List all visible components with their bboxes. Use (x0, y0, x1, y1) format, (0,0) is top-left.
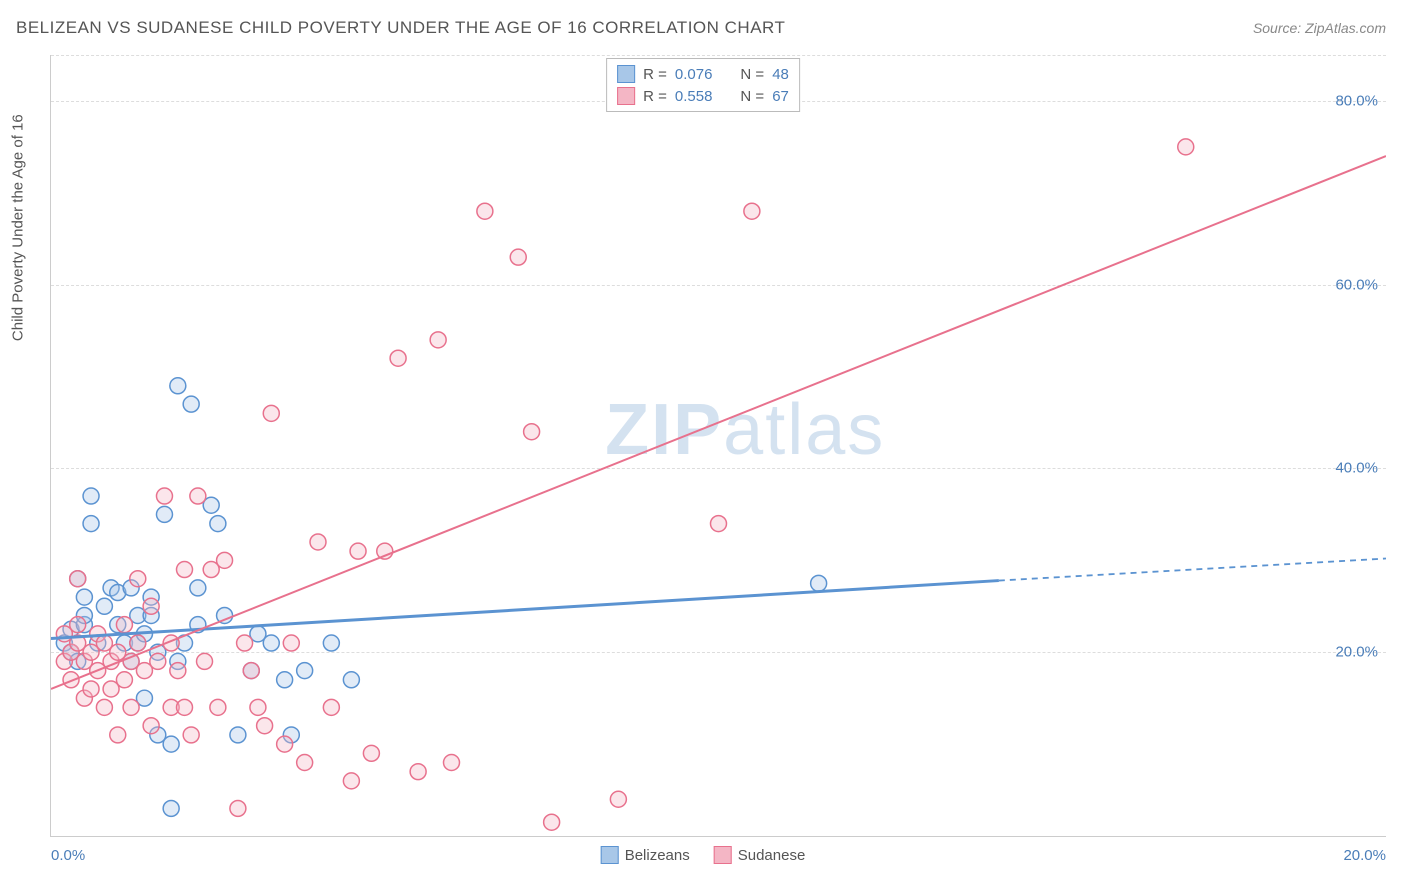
data-point (1178, 139, 1194, 155)
data-point (277, 672, 293, 688)
data-point (96, 598, 112, 614)
data-point (116, 617, 132, 633)
data-point (363, 745, 379, 761)
data-point (323, 699, 339, 715)
legend-series-label: Sudanese (738, 847, 806, 864)
data-point (250, 699, 266, 715)
data-point (96, 699, 112, 715)
data-point (744, 203, 760, 219)
data-point (123, 699, 139, 715)
data-point (76, 589, 92, 605)
data-point (210, 699, 226, 715)
data-point (711, 516, 727, 532)
data-point (163, 736, 179, 752)
data-point (257, 718, 273, 734)
data-point (70, 617, 86, 633)
legend-n-label: N = (740, 66, 764, 83)
legend-n-label: N = (740, 88, 764, 105)
data-point (197, 653, 213, 669)
data-point (83, 488, 99, 504)
legend-swatch (601, 846, 619, 864)
data-point (130, 571, 146, 587)
data-point (170, 663, 186, 679)
legend-n-value: 67 (772, 88, 789, 105)
data-point (116, 672, 132, 688)
data-point (130, 635, 146, 651)
x-tick-label: 20.0% (1343, 847, 1386, 864)
data-point (177, 699, 193, 715)
data-point (156, 488, 172, 504)
data-point (190, 488, 206, 504)
legend-swatch (617, 87, 635, 105)
data-point (510, 249, 526, 265)
chart-plot-area: ZIPatlas 20.0%40.0%60.0%80.0%0.0%20.0% (50, 55, 1386, 837)
data-point (237, 635, 253, 651)
data-point (243, 663, 259, 679)
y-axis-label: Child Poverty Under the Age of 16 (10, 114, 27, 341)
data-point (230, 727, 246, 743)
data-point (277, 736, 293, 752)
data-point (263, 405, 279, 421)
data-point (190, 580, 206, 596)
correlation-legend: R = 0.076 N = 48 R = 0.558 N = 67 (606, 58, 800, 112)
series-legend: Belizeans Sudanese (601, 846, 806, 864)
data-point (177, 562, 193, 578)
chart-title: BELIZEAN VS SUDANESE CHILD POVERTY UNDER… (16, 18, 785, 38)
data-point (263, 635, 279, 651)
legend-row: R = 0.558 N = 67 (617, 85, 789, 107)
data-point (410, 764, 426, 780)
data-point (811, 575, 827, 591)
data-point (343, 773, 359, 789)
legend-row: R = 0.076 N = 48 (617, 63, 789, 85)
data-point (544, 814, 560, 830)
data-point (217, 552, 233, 568)
source-label: Source: ZipAtlas.com (1253, 20, 1386, 36)
legend-r-label: R = (643, 88, 667, 105)
data-point (524, 424, 540, 440)
data-point (170, 378, 186, 394)
legend-item: Sudanese (714, 846, 806, 864)
legend-r-label: R = (643, 66, 667, 83)
data-point (156, 506, 172, 522)
x-tick-label: 0.0% (51, 847, 85, 864)
data-point (310, 534, 326, 550)
trend-line-extrapolated (999, 559, 1386, 581)
trend-line (51, 156, 1386, 689)
scatter-plot-svg (51, 55, 1386, 836)
data-point (390, 350, 406, 366)
data-point (110, 727, 126, 743)
data-point (183, 396, 199, 412)
data-point (143, 598, 159, 614)
legend-r-value: 0.076 (675, 66, 713, 83)
data-point (163, 800, 179, 816)
data-point (283, 635, 299, 651)
data-point (83, 516, 99, 532)
legend-n-value: 48 (772, 66, 789, 83)
data-point (430, 332, 446, 348)
data-point (150, 653, 166, 669)
data-point (183, 727, 199, 743)
data-point (323, 635, 339, 651)
data-point (350, 543, 366, 559)
data-point (297, 755, 313, 771)
data-point (297, 663, 313, 679)
data-point (343, 672, 359, 688)
legend-r-value: 0.558 (675, 88, 713, 105)
data-point (477, 203, 493, 219)
data-point (70, 571, 86, 587)
data-point (210, 516, 226, 532)
data-point (83, 681, 99, 697)
legend-item: Belizeans (601, 846, 690, 864)
data-point (444, 755, 460, 771)
legend-series-label: Belizeans (625, 847, 690, 864)
data-point (143, 718, 159, 734)
legend-swatch (617, 65, 635, 83)
data-point (610, 791, 626, 807)
legend-swatch (714, 846, 732, 864)
data-point (230, 800, 246, 816)
